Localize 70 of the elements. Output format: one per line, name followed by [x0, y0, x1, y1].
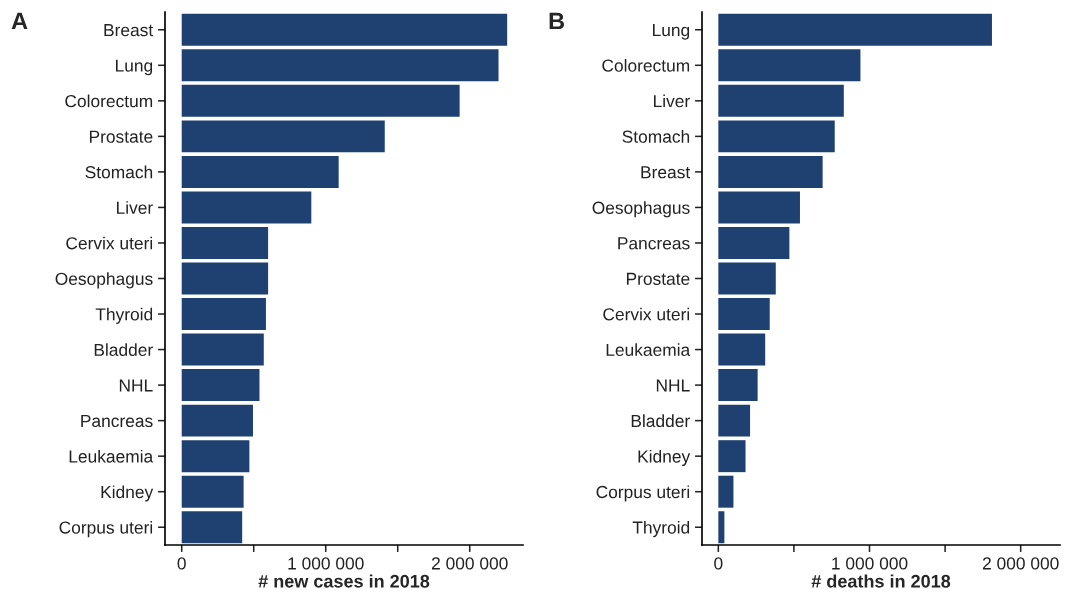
y-tick-label: Prostate	[626, 272, 690, 285]
bar	[181, 262, 269, 295]
bar	[181, 298, 266, 331]
x-axis-title: # deaths in 2018	[811, 574, 951, 588]
bar	[718, 298, 770, 331]
bar	[718, 13, 992, 46]
y-tick-label: NHL	[656, 379, 690, 392]
bar	[718, 369, 758, 402]
y-tick-label: Kidney	[638, 449, 691, 467]
bar	[181, 191, 312, 224]
x-tick-label: 1 000 000	[832, 557, 908, 570]
y-tick-label: Stomach	[85, 165, 153, 179]
bar	[181, 404, 253, 437]
y-tick-label: Thyroid	[632, 520, 690, 538]
bar	[181, 120, 385, 153]
bar	[718, 440, 746, 473]
x-tick-label: 2 000 000	[982, 557, 1059, 570]
bar	[718, 155, 823, 188]
y-tick-label: Bladder	[631, 414, 690, 428]
y-tick-label: Liver	[116, 201, 153, 214]
y-tick-label: Stomach	[622, 130, 690, 143]
bar	[718, 333, 766, 366]
text: B	[549, 12, 565, 30]
y-tick-label: Prostate	[89, 130, 153, 143]
y-tick-label: Corpus uteri	[596, 485, 690, 502]
y-tick-label: Pancreas	[81, 414, 153, 428]
bar	[181, 333, 264, 366]
bar	[718, 262, 776, 295]
y-tick-label: Bladder	[94, 343, 153, 357]
y-tick-label: NHL	[119, 379, 153, 392]
bar	[718, 191, 800, 224]
y-tick-label: Cervix uteri	[66, 236, 153, 250]
bar	[181, 13, 508, 46]
x-tick-label: 1 000 000	[288, 557, 364, 570]
x-axis-title: # new cases in 2018	[258, 574, 430, 588]
bar	[181, 369, 260, 402]
y-tick-label: Breast	[641, 166, 691, 179]
y-tick-label: Breast	[104, 24, 154, 37]
bar	[718, 475, 734, 508]
text: A	[11, 12, 28, 30]
bar	[718, 226, 790, 259]
bar	[181, 155, 339, 188]
x-tick-label: 0	[177, 557, 186, 570]
y-tick-label: Colorectum	[602, 59, 690, 72]
y-tick-label: Corpus uteri	[59, 520, 153, 538]
bar	[181, 226, 269, 259]
bar	[181, 475, 244, 508]
bar	[181, 440, 250, 473]
x-tick-label: 0	[714, 557, 723, 570]
y-tick-label: Oesophagus	[592, 201, 690, 218]
bar	[181, 511, 243, 544]
y-tick-label: Oesophagus	[55, 272, 153, 289]
y-tick-label: Colorectum	[65, 94, 153, 108]
bar	[718, 120, 835, 153]
y-tick-label: Leukaemia	[606, 343, 691, 357]
y-tick-label: Leukaemia	[69, 449, 154, 463]
bar	[181, 84, 460, 117]
y-tick-label: Lung	[116, 59, 153, 76]
bar	[718, 49, 861, 82]
y-tick-label: Liver	[653, 94, 690, 108]
bar	[718, 84, 844, 117]
bar	[718, 404, 751, 437]
y-tick-label: Thyroid	[95, 307, 153, 324]
bar	[181, 49, 499, 82]
x-tick-label: 2 000 000	[431, 557, 508, 570]
y-tick-label: Kidney	[101, 485, 154, 502]
bar	[718, 511, 725, 544]
y-tick-label: Lung	[653, 24, 690, 40]
y-tick-label: Cervix uteri	[603, 307, 690, 321]
y-tick-label: Pancreas	[618, 237, 690, 250]
